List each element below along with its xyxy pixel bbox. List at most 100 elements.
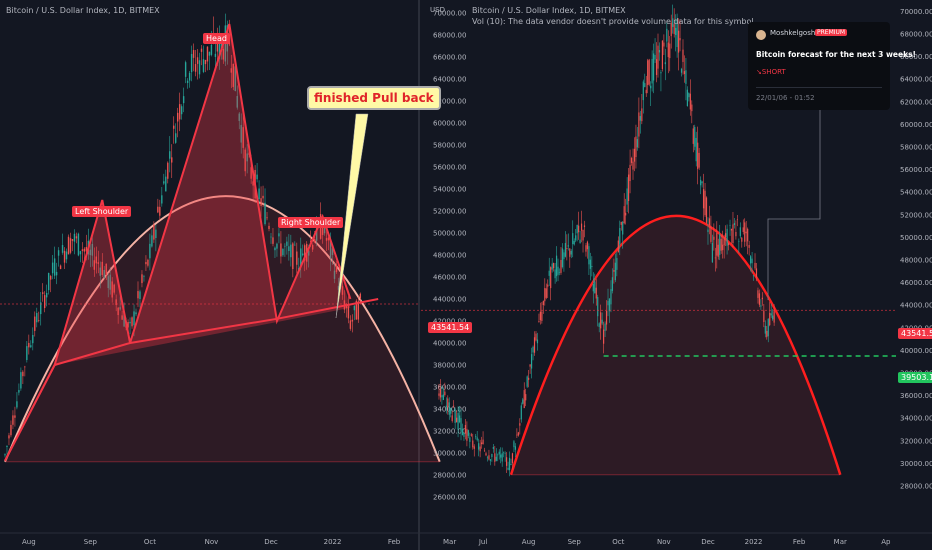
candle-body (242, 127, 244, 148)
candle-body (595, 287, 597, 299)
candle-body (572, 233, 574, 245)
candle-body (695, 137, 697, 162)
candle-body (713, 236, 715, 240)
candle-body (53, 258, 56, 276)
premium-badge: PREMIUM (815, 29, 848, 36)
right-y-tick: 30000.00 (900, 460, 932, 468)
candle-body (561, 248, 564, 268)
candle-body (327, 237, 330, 241)
candle-body (547, 284, 549, 287)
candle-body (707, 229, 709, 233)
candle-body (763, 310, 765, 322)
candle-body (489, 459, 492, 461)
candle-body (473, 446, 475, 449)
right-x-tick: 2022 (745, 538, 763, 546)
candle-body (119, 307, 121, 310)
left-y-tick: 54000.00 (433, 186, 466, 194)
candle-body (357, 301, 360, 320)
candle-body (167, 162, 169, 179)
candle-body (173, 125, 175, 129)
candle-body (670, 22, 672, 37)
candle-body (580, 223, 583, 231)
candle-body (582, 230, 584, 241)
candle-body (525, 394, 527, 401)
left-arc-fill (5, 196, 440, 462)
candle-body (81, 249, 84, 251)
candle-body (738, 241, 740, 242)
candle-body (548, 270, 550, 276)
candle-body (651, 58, 653, 84)
candle-body (544, 288, 546, 302)
candle-body (447, 398, 449, 408)
candle-body (657, 45, 659, 69)
candle-body (560, 259, 562, 273)
candle-body (600, 312, 602, 329)
candle-body (165, 176, 167, 192)
candle-body (498, 451, 500, 455)
idea-separator (756, 87, 882, 88)
candle-body (589, 259, 591, 269)
candle-body (486, 457, 489, 459)
candle-body (755, 268, 758, 278)
candle-body (133, 311, 135, 326)
candle-body (720, 238, 722, 251)
left-arc-curve (4, 195, 441, 463)
candle-body (186, 80, 189, 83)
candle-body (171, 157, 173, 163)
idea-card[interactable]: Moshkelgosha PREMIUM Bitcoin forecast fo… (748, 22, 916, 110)
candle-body (198, 60, 201, 75)
candle-body (605, 310, 608, 325)
left-y-tick: 52000.00 (433, 208, 466, 216)
candle-body (508, 457, 511, 471)
candle-body (143, 276, 145, 278)
candle-body (325, 238, 328, 241)
right-y-tick: 54000.00 (900, 189, 932, 197)
candle-body (639, 116, 641, 121)
candle-body (481, 442, 483, 445)
support-price-tag: 39503.19 (898, 372, 932, 383)
candle-body (613, 269, 615, 272)
candle-body (592, 284, 594, 292)
right-y-tick: 34000.00 (900, 415, 932, 423)
candle-body (588, 246, 590, 265)
candle-body (655, 59, 658, 75)
candle-body (476, 437, 478, 441)
candle-body (176, 112, 179, 122)
candle-body (61, 245, 64, 253)
right-y-tick: 70000.00 (900, 8, 932, 16)
left-y-tick: 66000.00 (433, 54, 466, 62)
candle-body (59, 265, 62, 270)
candle-body (604, 323, 606, 331)
candle-body (641, 108, 643, 122)
candle-body (692, 128, 694, 144)
candle-body (679, 38, 681, 41)
author-avatar (756, 30, 766, 40)
right-y-tick: 46000.00 (900, 279, 932, 287)
candle-body (180, 106, 183, 115)
left-shoulder-label: Left Shoulder (72, 206, 132, 217)
candle-body (567, 245, 569, 247)
candle-body (770, 313, 772, 316)
candle-body (250, 167, 252, 179)
candle-body (464, 425, 467, 434)
candle-body (441, 395, 443, 398)
candle-body (522, 399, 524, 404)
candle-body (127, 321, 129, 328)
candle-body (331, 248, 334, 255)
candle-body (296, 251, 298, 265)
candle-body (51, 262, 54, 274)
candle-body (113, 284, 115, 293)
right-price-tag: 43541.54 (898, 328, 932, 339)
candle-body (479, 446, 481, 452)
candle-body (485, 453, 487, 456)
right-y-tick: 60000.00 (900, 121, 932, 129)
left-x-tick: Feb (388, 538, 401, 546)
candle-body (735, 232, 737, 237)
candle-body (732, 224, 734, 243)
candle-body (10, 424, 12, 436)
candle-body (675, 27, 677, 36)
candle-body (682, 49, 684, 62)
left-y-tick: 58000.00 (433, 142, 466, 150)
candle-body (503, 451, 505, 453)
left-chart-header: Bitcoin / U.S. Dollar Index, 1D, BITMEX (6, 6, 160, 15)
